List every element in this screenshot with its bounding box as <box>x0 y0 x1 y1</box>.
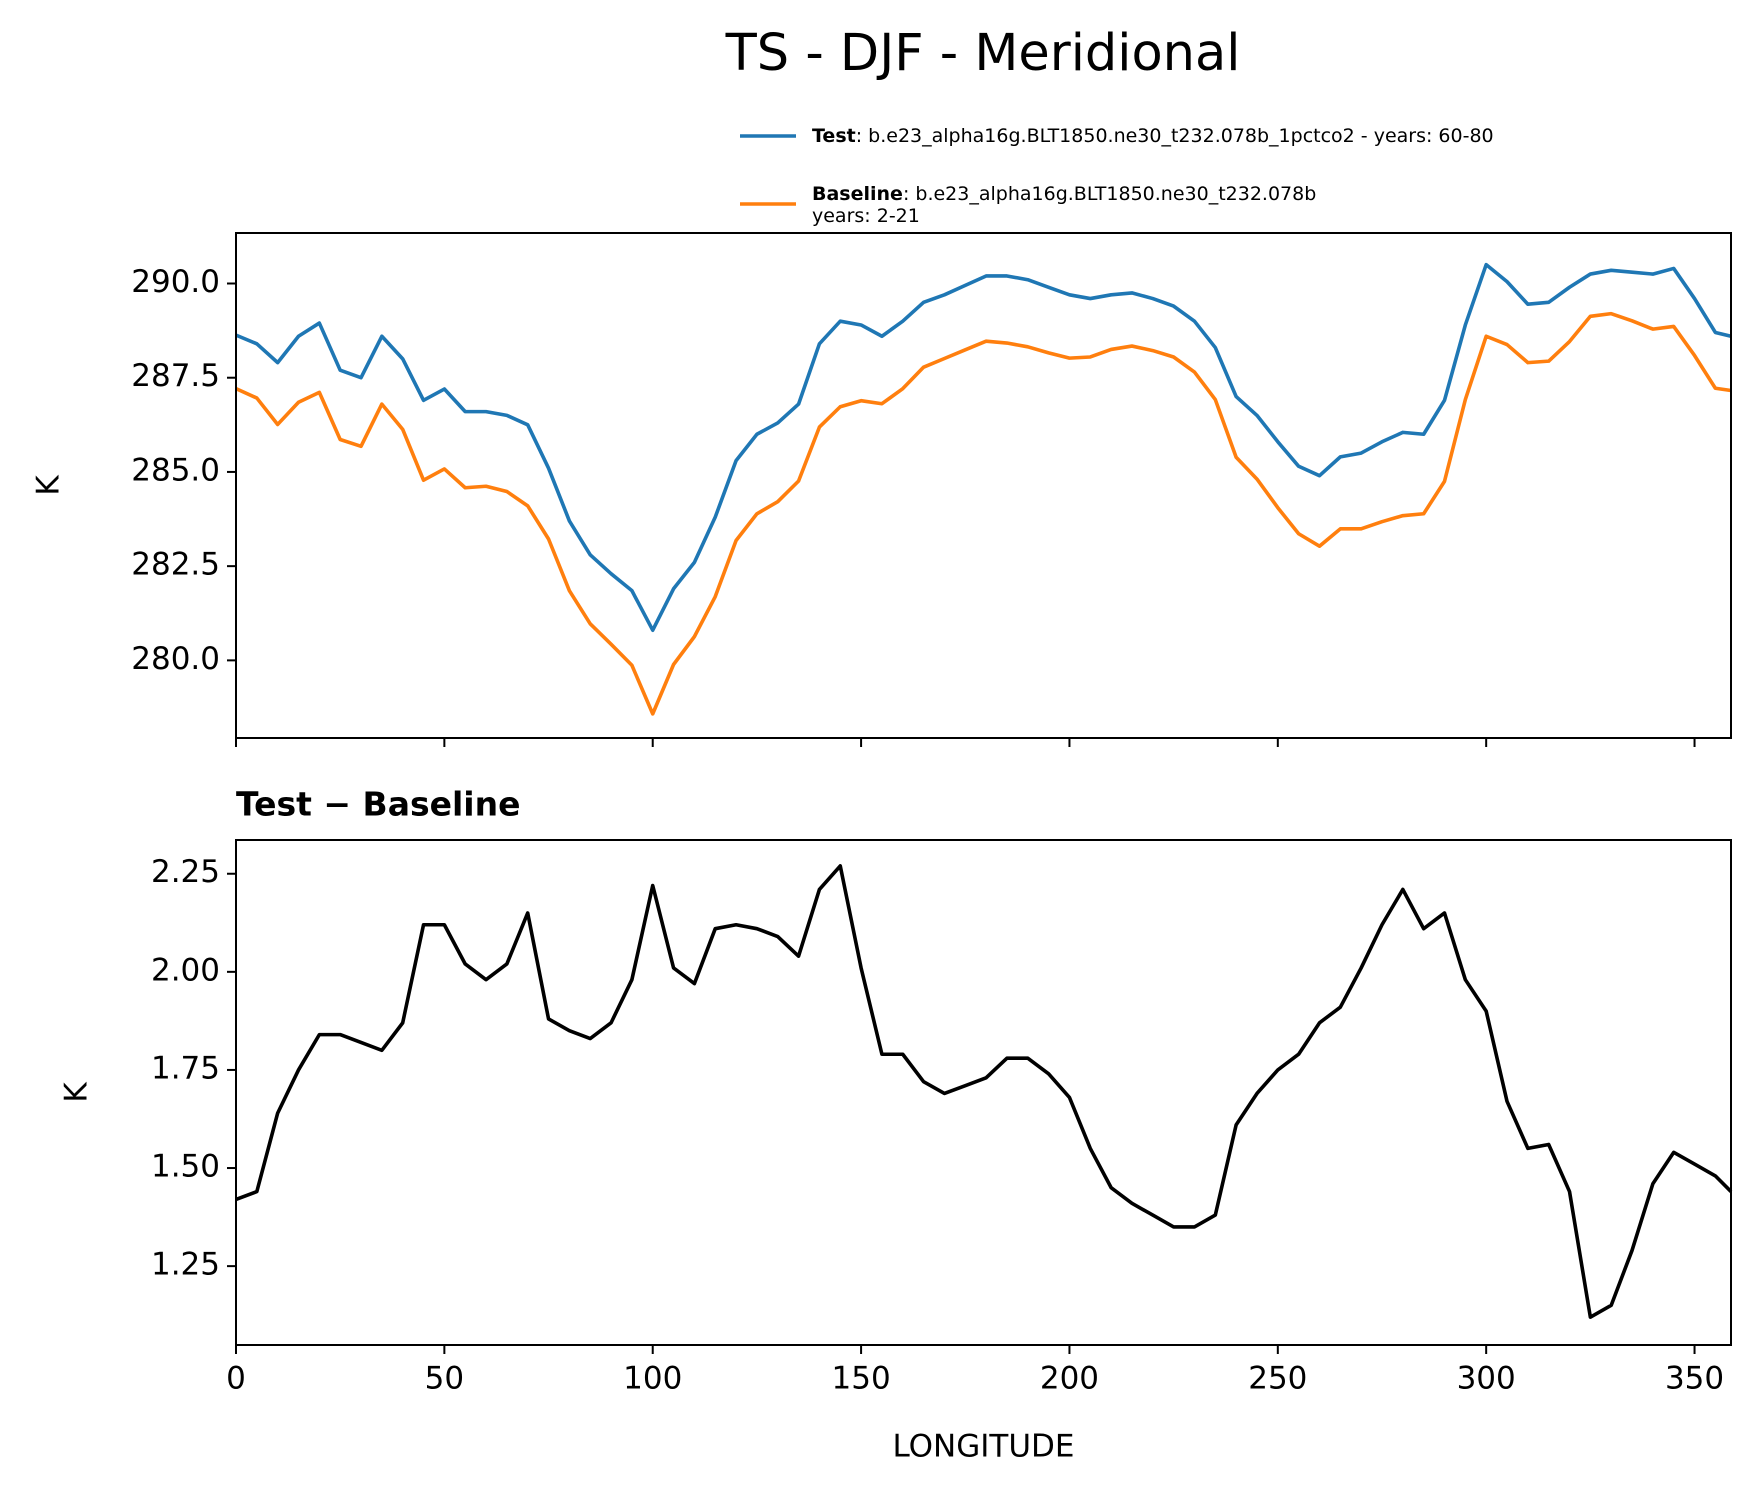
legend-description: : b.e23_alpha16g.BLT1850.ne30_t232.078b_… <box>856 125 1494 147</box>
x-tick-label: 300 <box>1457 1361 1516 1397</box>
x-tick-label: 50 <box>425 1361 464 1397</box>
axes-frame <box>235 839 1732 1346</box>
x-tick-label: 200 <box>1040 1361 1099 1397</box>
y-tick-label: 1.25 <box>151 1247 220 1283</box>
y-tick-label: 282.5 <box>131 547 220 583</box>
legend-name: Baseline <box>812 183 903 205</box>
x-tick-label: 100 <box>623 1361 682 1397</box>
legend-description: years: 2-21 <box>812 205 920 227</box>
x-tick-label: 250 <box>1248 1361 1307 1397</box>
y-tick-label: 2.00 <box>151 952 220 988</box>
legend-label: Baseline: b.e23_alpha16g.BLT1850.ne30_t2… <box>812 183 1316 205</box>
legend-description: : b.e23_alpha16g.BLT1850.ne30_t232.078b <box>903 183 1316 205</box>
legend-name: Test <box>812 125 856 147</box>
y-tick-label: 1.75 <box>151 1050 220 1086</box>
y-tick-label: 287.5 <box>131 358 220 394</box>
data-line <box>235 311 1732 716</box>
y-tick-label: 280.0 <box>131 641 220 677</box>
axes-frame <box>235 232 1732 739</box>
x-tick-label: 350 <box>1665 1361 1724 1397</box>
y-tick-label: 2.25 <box>151 854 220 890</box>
axes-title: Test − Baseline <box>236 785 521 824</box>
x-tick-label: 150 <box>832 1361 891 1397</box>
y-axis-label: K <box>59 1082 95 1103</box>
legend-label: Test: b.e23_alpha16g.BLT1850.ne30_t232.0… <box>812 125 1494 147</box>
figure-title: TS - DJF - Meridional <box>725 24 1241 83</box>
data-line <box>235 262 1732 633</box>
x-axis-label: LONGITUDE <box>892 1429 1074 1465</box>
y-tick-label: 285.0 <box>131 452 220 488</box>
x-tick-label: 0 <box>226 1361 246 1397</box>
legend-label: years: 2-21 <box>812 205 920 227</box>
data-line <box>235 864 1733 1319</box>
y-tick-label: 1.50 <box>151 1149 220 1185</box>
y-tick-label: 290.0 <box>131 264 220 300</box>
y-axis-label: K <box>31 475 67 496</box>
